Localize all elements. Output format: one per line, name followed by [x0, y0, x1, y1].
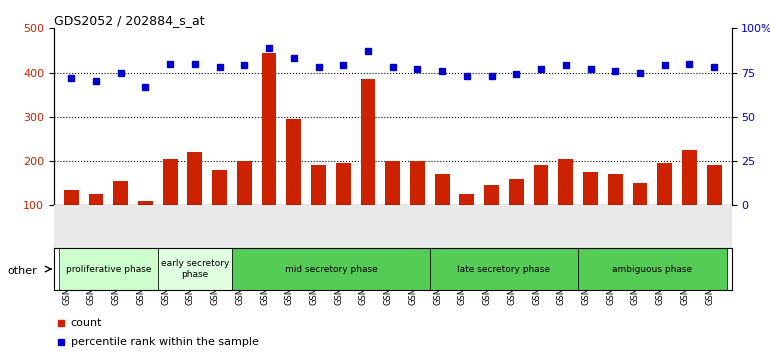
Bar — [311, 166, 326, 250]
Text: ambiguous phase: ambiguous phase — [612, 264, 692, 274]
Text: late secretory phase: late secretory phase — [457, 264, 551, 274]
Bar — [682, 150, 697, 250]
Bar — [583, 172, 598, 250]
Text: mid secretory phase: mid secretory phase — [284, 264, 377, 274]
Bar — [286, 119, 301, 250]
Bar — [162, 159, 178, 250]
FancyBboxPatch shape — [158, 248, 232, 290]
FancyBboxPatch shape — [578, 248, 727, 290]
Text: early secretory
phase: early secretory phase — [161, 259, 229, 279]
Text: percentile rank within the sample: percentile rank within the sample — [71, 337, 259, 347]
Bar — [262, 53, 276, 250]
Bar — [138, 201, 152, 250]
FancyBboxPatch shape — [59, 248, 158, 290]
Text: GDS2052 / 202884_s_at: GDS2052 / 202884_s_at — [54, 14, 205, 27]
Bar — [237, 161, 252, 250]
Bar — [435, 175, 450, 250]
Bar — [187, 152, 203, 250]
Text: proliferative phase: proliferative phase — [65, 264, 151, 274]
Text: other: other — [8, 266, 38, 276]
Text: count: count — [71, 318, 102, 328]
Bar — [484, 185, 499, 250]
Bar — [509, 179, 524, 250]
Bar — [534, 166, 548, 250]
Bar — [385, 161, 400, 250]
Bar — [89, 194, 103, 250]
Bar — [460, 194, 474, 250]
Bar — [608, 175, 623, 250]
Bar — [336, 163, 350, 250]
Bar — [113, 181, 128, 250]
Bar — [360, 79, 376, 250]
Bar — [64, 190, 79, 250]
FancyBboxPatch shape — [430, 248, 578, 290]
Bar — [213, 170, 227, 250]
FancyBboxPatch shape — [232, 248, 430, 290]
Bar — [707, 166, 721, 250]
Bar — [633, 183, 648, 250]
Bar — [410, 161, 425, 250]
Bar — [558, 159, 573, 250]
Bar — [658, 163, 672, 250]
